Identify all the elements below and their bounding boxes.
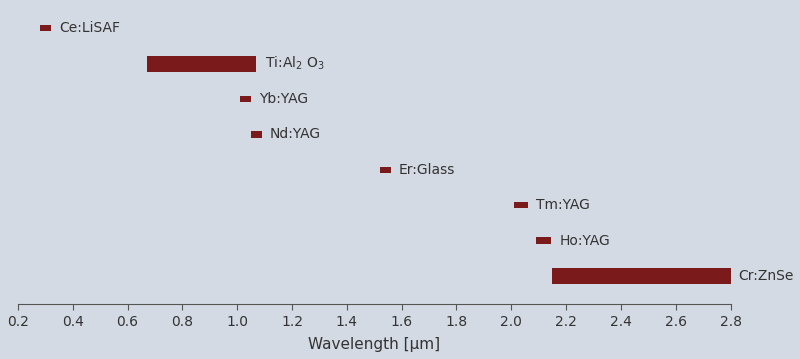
Bar	[40, 25, 50, 31]
X-axis label: Wavelength [μm]: Wavelength [μm]	[308, 337, 440, 352]
Bar	[380, 167, 390, 173]
Bar	[240, 96, 251, 102]
Bar	[514, 202, 528, 208]
Bar	[552, 268, 730, 284]
Bar	[146, 56, 256, 71]
Text: Ho:YAG: Ho:YAG	[559, 234, 610, 248]
Text: Ti:Al$_2$ O$_3$: Ti:Al$_2$ O$_3$	[265, 55, 325, 72]
Text: Nd:YAG: Nd:YAG	[270, 127, 321, 141]
Text: Yb:YAG: Yb:YAG	[259, 92, 308, 106]
Text: Er:Glass: Er:Glass	[399, 163, 455, 177]
Text: Tm:YAG: Tm:YAG	[536, 198, 590, 212]
Text: Ce:LiSAF: Ce:LiSAF	[59, 21, 120, 35]
Bar	[536, 237, 551, 244]
Text: Cr:ZnSe: Cr:ZnSe	[738, 269, 794, 283]
Bar	[251, 131, 262, 137]
